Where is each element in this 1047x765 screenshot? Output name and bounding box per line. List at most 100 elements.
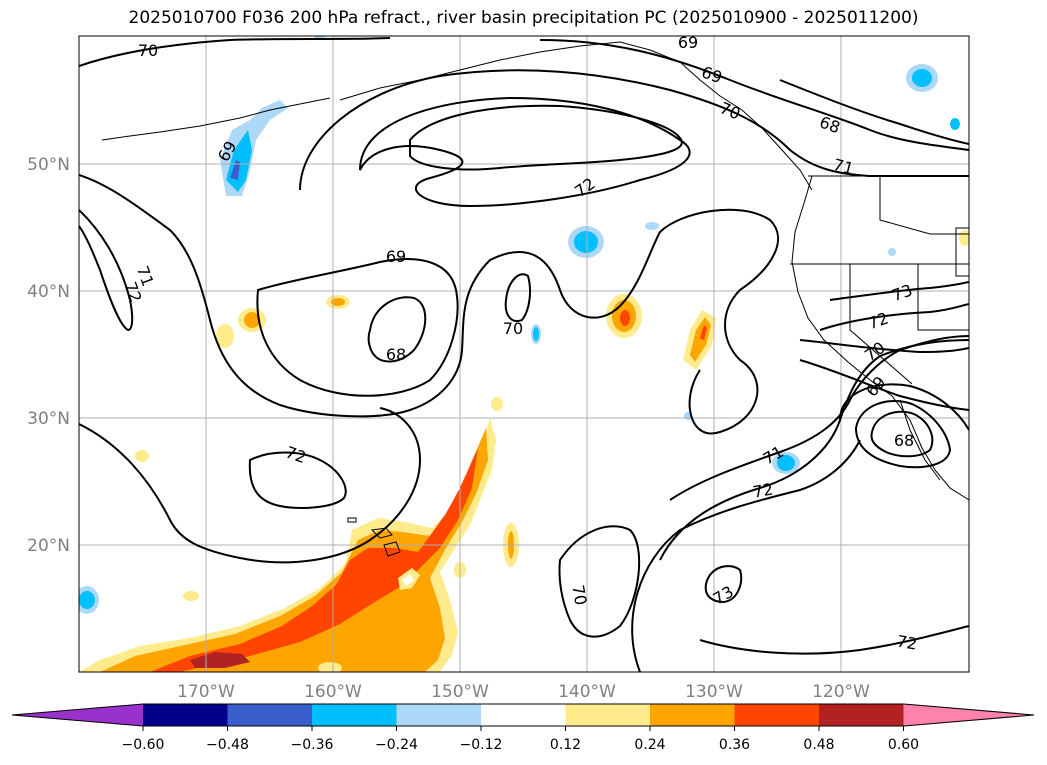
lat-label-30n: 30°N [27, 409, 70, 429]
precip-blob [620, 310, 630, 326]
lon-label-170w: 170°W [177, 682, 235, 702]
colorbar-bin [481, 704, 566, 726]
contour-73-east [829, 281, 969, 301]
contour-72-east [659, 339, 969, 561]
precip-neg-blob [230, 160, 240, 180]
precip-neg-blob [574, 231, 598, 253]
colorbar-tick-label: −0.60 [122, 737, 165, 753]
contour-72-coast [819, 303, 969, 331]
colorbar-tick-label: 0.24 [634, 737, 665, 753]
colorbar-tick-label: 0.60 [888, 737, 919, 753]
contour-68-north [779, 79, 969, 145]
contour-label: 68 [386, 345, 406, 364]
precip-blob [244, 312, 260, 328]
colorbar-tick-label: 0.12 [550, 737, 581, 753]
box-outline [955, 227, 969, 277]
contour-69-mid [79, 174, 780, 435]
contour-72-lower [558, 525, 641, 638]
contour-ring-3 [870, 410, 934, 458]
lon-label-120w: 120°W [812, 682, 870, 702]
latitude-labels: 50°N 40°N 30°N 20°N [27, 155, 70, 556]
precip-blob [318, 662, 342, 672]
colorbar-tick-label: −0.48 [206, 737, 249, 753]
contour-label: 72 [751, 479, 774, 501]
colorbar-extend-right [903, 704, 1034, 726]
precip-fills [79, 36, 969, 672]
contour-ring-1 [839, 383, 969, 431]
contour-label: 70 [503, 319, 523, 338]
precip-neg-blob [79, 591, 95, 609]
contour-70-coast [799, 339, 969, 354]
colorbar-bin [819, 704, 904, 726]
contour-70-north [79, 37, 391, 67]
colorbar-bin [396, 704, 482, 726]
precip-blob [216, 324, 234, 348]
refractivity-contours [79, 37, 969, 672]
colorbar-tick-label: 0.48 [803, 737, 834, 753]
contour-label: 70 [138, 41, 158, 60]
precip-blob [491, 397, 503, 411]
contour-70-small [504, 273, 531, 322]
colorbar-bin [143, 704, 228, 726]
precip-hole-white [402, 574, 414, 586]
colorbar-tick-label: −0.24 [375, 737, 418, 753]
contour-72-inner [359, 96, 691, 208]
contour-72-small [248, 451, 347, 509]
colorbar-bin [227, 704, 313, 726]
colorbar: −0.60 −0.48 −0.36 −0.24 −0.12 0.12 0.24 0.36 0.4… [11, 703, 1035, 753]
precip-neg-blob [912, 69, 932, 87]
precip-band-core [190, 652, 250, 668]
lon-label-150w: 150°W [431, 682, 489, 702]
contour-68-center [367, 296, 427, 363]
precip-neg-blob [888, 248, 896, 256]
contour-72-left [79, 407, 422, 564]
gridlines [79, 36, 969, 672]
colorbar-bin [565, 704, 651, 726]
colorbar-ticks: −0.60 −0.48 −0.36 −0.24 −0.12 0.12 0.24 0.36 0.4… [122, 726, 919, 753]
bc-coast [791, 175, 969, 501]
colorbar-extend-left [12, 704, 143, 726]
lat-label-40n: 40°N [27, 282, 70, 302]
map-title: 2025010700 F036 200 hPa refract., river … [128, 8, 919, 28]
precip-blob [183, 591, 199, 601]
colorbar-tick-label: −0.12 [460, 737, 503, 753]
lat-label-50n: 50°N [27, 155, 70, 175]
colorbar-bin [734, 704, 820, 726]
contour-73-small [704, 565, 743, 604]
contour-71-west [79, 209, 134, 332]
colorbar-bin [650, 704, 735, 726]
contour-label: 69 [678, 33, 698, 52]
lat-label-20n: 20°N [27, 536, 70, 556]
lon-label-130w: 130°W [685, 682, 743, 702]
state-border [879, 176, 969, 235]
contour-label: 71 [831, 155, 856, 179]
contour-outer-loop [631, 439, 861, 672]
precip-neg-blob [777, 455, 795, 471]
plot-frame [78, 35, 970, 673]
contour-ring-2 [854, 400, 952, 469]
coastlines [101, 41, 969, 557]
precip-neg-blob [533, 327, 539, 341]
longitude-labels: 170°W 160°W 150°W 140°W 130°W 120°W [177, 682, 870, 702]
contour-72-southeast [699, 625, 969, 655]
precip-blob [331, 298, 345, 306]
lon-label-160w: 160°W [304, 682, 362, 702]
contour-70-loop [299, 69, 969, 191]
colorbar-tick-label: 0.36 [719, 737, 750, 753]
colorbar-tick-label: −0.36 [291, 737, 334, 753]
precip-neg-blob [645, 222, 659, 230]
precip-blob [700, 325, 707, 340]
aleutian-chain [101, 97, 331, 141]
lon-label-140w: 140°W [558, 682, 616, 702]
contour-69-north [539, 39, 969, 151]
state-border [917, 264, 969, 331]
precip-band-mid [100, 428, 488, 672]
contour-69-coast [799, 359, 969, 411]
contour-label: 72 [895, 631, 918, 653]
contour-label: 68 [894, 431, 914, 450]
precip-band-inner [150, 448, 478, 672]
contour-label: 70 [568, 583, 590, 606]
contour-72-inner2 [409, 104, 683, 171]
colorbar-bin [312, 704, 397, 726]
